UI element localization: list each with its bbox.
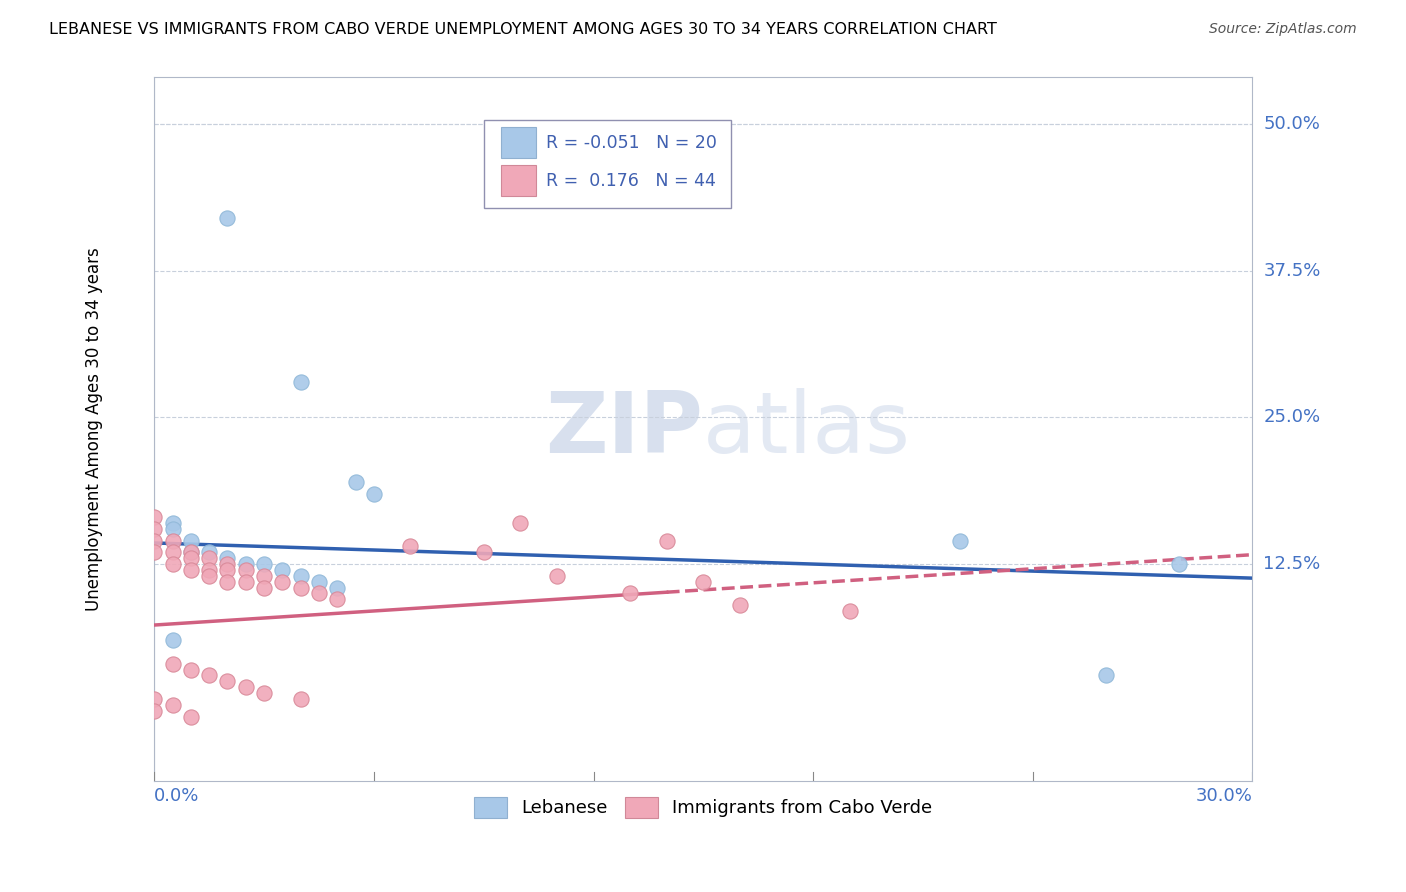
Point: [326, 581, 349, 595]
Text: LEBANESE VS IMMIGRANTS FROM CABO VERDE UNEMPLOYMENT AMONG AGES 30 TO 34 YEARS CO: LEBANESE VS IMMIGRANTS FROM CABO VERDE U…: [49, 22, 997, 37]
Text: ZIP: ZIP: [546, 388, 703, 471]
Point: [162, 657, 184, 671]
Point: [180, 551, 202, 566]
Point: [143, 704, 166, 718]
Text: 0.0%: 0.0%: [155, 787, 200, 805]
Point: [363, 486, 385, 500]
Point: [253, 581, 276, 595]
Point: [143, 522, 166, 536]
Point: [1168, 557, 1191, 571]
Point: [143, 510, 166, 524]
FancyBboxPatch shape: [484, 120, 731, 208]
Point: [728, 598, 751, 612]
Point: [217, 574, 239, 589]
Point: [180, 545, 202, 559]
Legend: Lebanese, Immigrants from Cabo Verde: Lebanese, Immigrants from Cabo Verde: [467, 789, 939, 825]
Point: [198, 545, 221, 559]
Point: [692, 574, 714, 589]
Point: [619, 586, 641, 600]
Text: 37.5%: 37.5%: [1264, 262, 1320, 280]
Point: [253, 569, 276, 583]
Point: [271, 563, 294, 577]
Text: Source: ZipAtlas.com: Source: ZipAtlas.com: [1209, 22, 1357, 37]
Point: [472, 545, 495, 559]
Point: [253, 686, 276, 700]
Point: [655, 533, 678, 548]
Point: [162, 633, 184, 648]
Text: 12.5%: 12.5%: [1264, 555, 1320, 573]
Point: [198, 563, 221, 577]
Point: [198, 551, 221, 566]
Point: [290, 569, 312, 583]
Point: [162, 698, 184, 712]
Text: 50.0%: 50.0%: [1264, 115, 1320, 133]
Point: [253, 557, 276, 571]
Point: [217, 674, 239, 689]
FancyBboxPatch shape: [502, 128, 537, 159]
Point: [162, 522, 184, 536]
Text: Unemployment Among Ages 30 to 34 years: Unemployment Among Ages 30 to 34 years: [84, 247, 103, 611]
Point: [235, 563, 257, 577]
Point: [838, 604, 860, 618]
Text: 30.0%: 30.0%: [1195, 787, 1253, 805]
Point: [290, 376, 312, 390]
Point: [162, 533, 184, 548]
Point: [326, 592, 349, 607]
Point: [162, 557, 184, 571]
Point: [143, 545, 166, 559]
Text: 25.0%: 25.0%: [1264, 409, 1320, 426]
Point: [308, 586, 330, 600]
Point: [271, 574, 294, 589]
Point: [235, 680, 257, 694]
Text: R =  0.176   N = 44: R = 0.176 N = 44: [547, 172, 716, 190]
Point: [180, 533, 202, 548]
Point: [948, 533, 970, 548]
Point: [235, 574, 257, 589]
Point: [1095, 668, 1118, 682]
Point: [399, 540, 422, 554]
Point: [180, 709, 202, 723]
Point: [290, 581, 312, 595]
Point: [180, 663, 202, 677]
Point: [198, 668, 221, 682]
Point: [180, 545, 202, 559]
Point: [235, 557, 257, 571]
Point: [217, 211, 239, 226]
Point: [217, 551, 239, 566]
Point: [546, 569, 568, 583]
Point: [290, 692, 312, 706]
Text: R = -0.051   N = 20: R = -0.051 N = 20: [547, 134, 717, 152]
Point: [217, 563, 239, 577]
Point: [344, 475, 367, 489]
Point: [143, 692, 166, 706]
Text: atlas: atlas: [703, 388, 911, 471]
Point: [162, 545, 184, 559]
Point: [180, 563, 202, 577]
Point: [162, 516, 184, 530]
Point: [308, 574, 330, 589]
Point: [198, 569, 221, 583]
Point: [217, 557, 239, 571]
Point: [143, 533, 166, 548]
FancyBboxPatch shape: [502, 165, 537, 196]
Point: [509, 516, 531, 530]
